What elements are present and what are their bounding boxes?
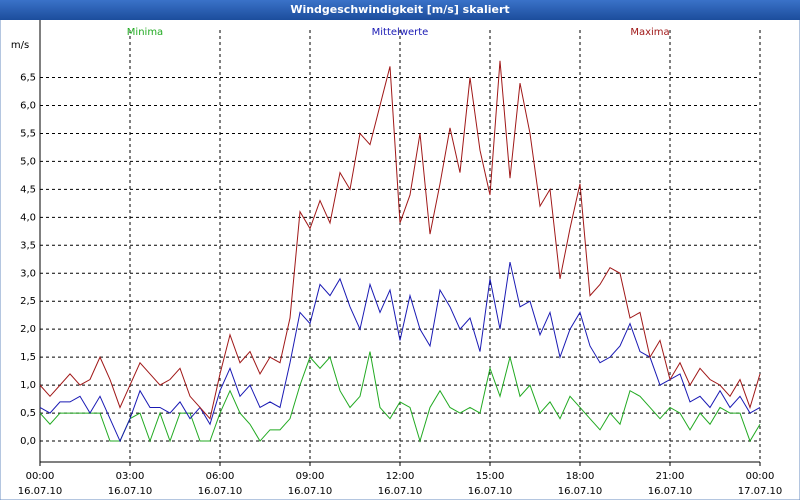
x-tick-date: 16.07.10 <box>198 486 243 497</box>
x-tick-label: 03:00 <box>116 471 145 482</box>
series-line <box>39 351 761 443</box>
x-tick-label: 06:00 <box>206 471 235 482</box>
y-tick-label: 4,0 <box>20 212 36 223</box>
x-tick-label: 21:00 <box>656 471 685 482</box>
y-tick-label: 1,0 <box>20 380 36 391</box>
y-tick-label: 5,0 <box>20 156 36 167</box>
x-tick-label: 00:00 <box>746 471 775 482</box>
y-tick-label: 2,0 <box>20 324 36 335</box>
y-axis-label: m/s <box>11 40 29 51</box>
x-tick-date: 16.07.10 <box>288 486 333 497</box>
x-tick-date: 16.07.10 <box>108 486 153 497</box>
x-tick-label: 00:00 <box>26 471 55 482</box>
y-tick-label: 1,5 <box>20 352 36 363</box>
series-line <box>39 261 761 443</box>
y-tick-label: 3,5 <box>20 240 36 251</box>
y-tick-label: 0,5 <box>20 408 36 419</box>
x-tick-date: 16.07.10 <box>378 486 423 497</box>
legend-label: Minima <box>127 27 163 38</box>
x-tick-date: 16.07.10 <box>468 486 513 497</box>
y-tick-label: 6,0 <box>20 100 36 111</box>
legend-label: Mittelwerte <box>372 27 429 38</box>
x-tick-label: 15:00 <box>476 471 505 482</box>
x-tick-label: 18:00 <box>566 471 595 482</box>
x-tick-label: 12:00 <box>386 471 415 482</box>
x-tick-date: 17.07.10 <box>738 486 783 497</box>
x-tick-date: 16.07.10 <box>648 486 693 497</box>
x-tick-label: 09:00 <box>296 471 325 482</box>
y-tick-label: 6,5 <box>20 73 36 84</box>
y-tick-label: 2,5 <box>20 296 36 307</box>
x-tick-date: 16.07.10 <box>558 486 603 497</box>
y-tick-label: 4,5 <box>20 184 36 195</box>
y-tick-label: 3,0 <box>20 268 36 279</box>
y-tick-label: 0,0 <box>20 436 36 447</box>
legend-label: Maxima <box>630 27 669 38</box>
series-line <box>39 60 761 420</box>
chart-title: Windgeschwindigkeit [m/s] skaliert <box>290 3 509 16</box>
x-tick-date: 16.07.10 <box>18 486 63 497</box>
title-bar <box>0 0 800 20</box>
y-tick-label: 5,5 <box>20 128 36 139</box>
